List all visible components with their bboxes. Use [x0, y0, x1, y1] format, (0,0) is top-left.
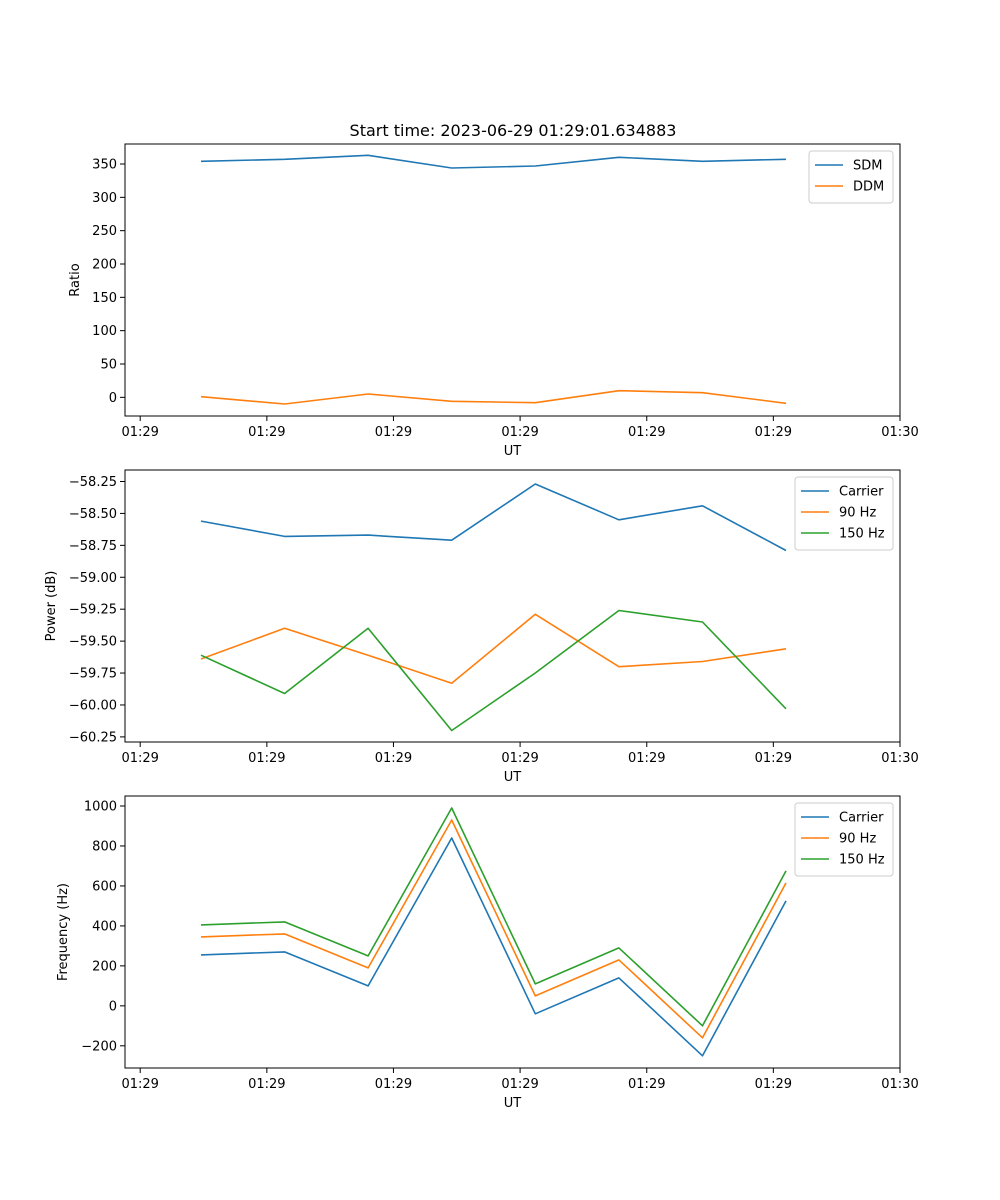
legend-label: 90 Hz: [839, 506, 876, 521]
x-tick-label: 01:29: [375, 751, 412, 766]
x-tick-label: 01:29: [501, 425, 538, 440]
legend-box: [808, 150, 894, 204]
legend-label: SDM: [853, 159, 882, 174]
legend-label: Carrier: [839, 811, 884, 826]
x-tick-label: 01:29: [628, 751, 665, 766]
y-tick-label: −59.50: [69, 635, 117, 650]
series-line-150-hz: [200, 609, 787, 732]
series-line-carrier: [200, 837, 787, 1057]
y-tick-label: 0: [109, 391, 117, 406]
y-tick-label: −60.25: [69, 730, 117, 745]
y-tick-label: 300: [92, 191, 117, 206]
x-tick-label: 01:30: [881, 425, 918, 440]
ratio-panel: 01:29 01:29 01:29 01:29 01:29 01:29 01:30 0 50 10…: [68, 143, 919, 459]
x-tick-label: 01:30: [881, 1077, 918, 1092]
legend-label: 150 Hz: [839, 853, 885, 868]
y-tick-label: 400: [92, 919, 117, 934]
series-line-90-hz: [200, 613, 787, 685]
y-tick-label: 150: [92, 291, 117, 306]
y-tick-label: 0: [109, 999, 117, 1014]
x-axis-label: UT: [504, 770, 522, 785]
legend-box: [794, 802, 894, 877]
y-tick-label: 250: [92, 224, 117, 239]
legend-label: DDM: [853, 180, 884, 195]
y-tick-label: 200: [92, 959, 117, 974]
series-line-carrier: [200, 483, 787, 552]
y-tick-label: −59.25: [69, 603, 117, 618]
y-tick-label: 50: [100, 358, 117, 373]
axes-frame: [124, 469, 901, 743]
x-tick-label: 01:29: [755, 751, 792, 766]
legend: SDM DDM: [808, 150, 894, 204]
x-tick-label: 01:29: [121, 1077, 158, 1092]
x-tick-label: 01:29: [628, 1077, 665, 1092]
x-tick-label: 01:29: [501, 1077, 538, 1092]
x-tick-label: 01:29: [755, 425, 792, 440]
y-tick-label: −59.00: [69, 571, 117, 586]
y-axis-label: Power (dB): [44, 571, 59, 642]
legend: Carrier 90 Hz 150 Hz: [794, 476, 894, 551]
y-tick-label: −58.25: [69, 475, 117, 490]
power-panel: 01:29 01:29 01:29 01:29 01:29 01:29 01:30 −60.2…: [44, 469, 919, 785]
figure-title: Start time: 2023-06-29 01:29:01.634883: [350, 121, 677, 140]
axes-frame: [124, 795, 901, 1069]
x-tick-label: 01:29: [375, 425, 412, 440]
series-line-ddm: [200, 389, 787, 405]
y-tick-label: −59.75: [69, 667, 117, 682]
x-tick-label: 01:29: [628, 425, 665, 440]
y-tick-label: 600: [92, 879, 117, 894]
x-tick-label: 01:29: [121, 425, 158, 440]
x-tick-label: 01:29: [501, 751, 538, 766]
y-tick-label: 1000: [84, 799, 117, 814]
legend: Carrier 90 Hz 150 Hz: [794, 802, 894, 877]
y-tick-label: −60.00: [69, 698, 117, 713]
legend-box: [794, 476, 894, 551]
legend-label: Carrier: [839, 485, 884, 500]
series-line-150-hz: [200, 807, 787, 1027]
y-tick-label: 100: [92, 324, 117, 339]
x-tick-label: 01:29: [375, 1077, 412, 1092]
y-tick-label: 800: [92, 839, 117, 854]
y-axis-label: Frequency (Hz): [56, 883, 71, 981]
x-tick-label: 01:29: [755, 1077, 792, 1092]
y-axis-label: Ratio: [68, 263, 83, 296]
x-tick-label: 01:29: [248, 751, 285, 766]
y-tick-label: 200: [92, 258, 117, 273]
y-tick-label: −58.50: [69, 507, 117, 522]
x-tick-label: 01:29: [248, 1077, 285, 1092]
frequency-panel: 01:29 01:29 01:29 01:29 01:29 01:29 01:30 −200 0…: [56, 795, 919, 1111]
x-tick-label: 01:29: [248, 425, 285, 440]
x-tick-label: 01:30: [881, 751, 918, 766]
legend-label: 90 Hz: [839, 832, 876, 847]
legend-label: 150 Hz: [839, 527, 885, 542]
y-tick-label: 350: [92, 158, 117, 173]
x-axis-label: UT: [504, 1096, 522, 1111]
y-tick-label: −200: [81, 1039, 117, 1054]
series-line-90-hz: [200, 819, 787, 1039]
y-tick-label: −58.75: [69, 539, 117, 554]
panels: 01:29 01:29 01:29 01:29 01:29 01:29 01:30 0 50 10…: [44, 143, 919, 1111]
axes-frame: [124, 143, 901, 417]
x-tick-label: 01:29: [121, 751, 158, 766]
x-axis-label: UT: [504, 444, 522, 459]
series-line-sdm: [200, 154, 787, 169]
